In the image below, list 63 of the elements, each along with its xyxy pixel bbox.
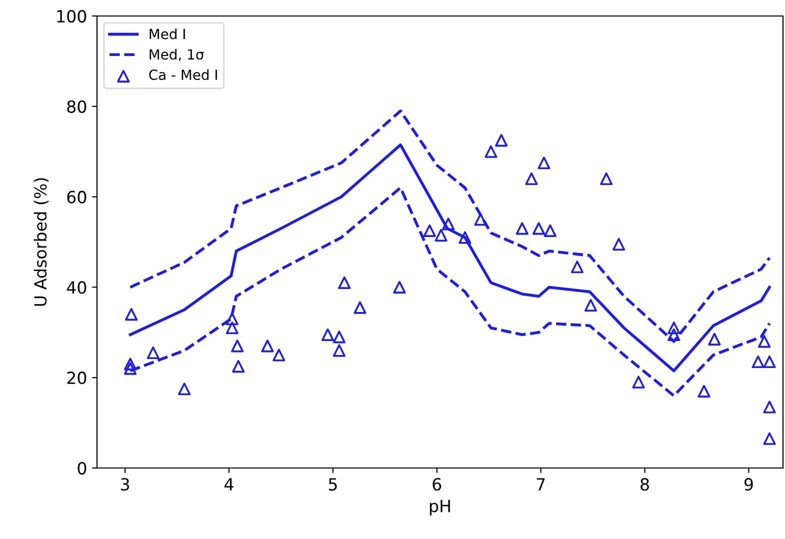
- point: [393, 280, 406, 294]
- point: [332, 344, 346, 357]
- x-tick-label: 9: [744, 478, 753, 491]
- point: [525, 172, 538, 186]
- x-tick-label: 8: [640, 478, 649, 491]
- point: [668, 328, 680, 341]
- point: [698, 384, 710, 398]
- point: [758, 335, 771, 348]
- point: [532, 222, 546, 235]
- point: [538, 156, 550, 170]
- point: [226, 312, 238, 326]
- point: [763, 400, 776, 414]
- point: [272, 348, 286, 362]
- point: [354, 301, 366, 314]
- y-tick-label: 0: [78, 462, 86, 475]
- y-axis-title: U Adsorbed (%): [34, 178, 49, 306]
- point: [516, 222, 528, 235]
- point: [178, 382, 191, 396]
- point: [708, 332, 721, 346]
- point: [763, 432, 776, 445]
- x-tick-label: 6: [432, 478, 442, 491]
- point: [125, 308, 138, 321]
- point: [668, 322, 680, 334]
- point: [226, 322, 238, 334]
- point: [584, 298, 597, 312]
- point: [495, 134, 508, 147]
- x-axis-title: pH: [430, 500, 450, 516]
- x-tick-label: 5: [328, 478, 337, 491]
- legend-label: Ca - Med I: [149, 69, 217, 80]
- point: [600, 172, 613, 186]
- y-tick-label: 80: [67, 100, 86, 113]
- point: [612, 238, 626, 251]
- y-tick-label: 40: [66, 281, 86, 294]
- y-tick-label: 60: [67, 190, 86, 204]
- point: [458, 231, 472, 244]
- y-tick-label: 100: [57, 10, 86, 23]
- point: [124, 362, 137, 375]
- point: [124, 358, 137, 370]
- point: [231, 340, 244, 352]
- point: [570, 260, 584, 274]
- point: [332, 330, 346, 344]
- point: [442, 218, 455, 230]
- point: [474, 213, 487, 226]
- x-tick-label: 3: [121, 478, 130, 491]
- legend-label: Med, 1σ: [150, 48, 204, 62]
- point: [338, 276, 351, 289]
- point: [232, 360, 245, 373]
- point: [752, 355, 764, 368]
- point: [261, 340, 274, 352]
- point: [423, 224, 436, 237]
- point: [484, 145, 498, 158]
- point: [146, 346, 160, 360]
- x-tick-label: 4: [224, 478, 234, 490]
- point: [763, 355, 776, 368]
- point: [632, 376, 645, 388]
- line-series: [128, 143, 771, 372]
- point: [434, 228, 448, 242]
- point: [544, 224, 556, 237]
- line-series: [128, 110, 771, 343]
- x-tick-label: 7: [536, 478, 545, 490]
- point: [321, 328, 334, 341]
- y-tick-label: 20: [67, 372, 86, 384]
- legend-label: Med I: [150, 28, 185, 40]
